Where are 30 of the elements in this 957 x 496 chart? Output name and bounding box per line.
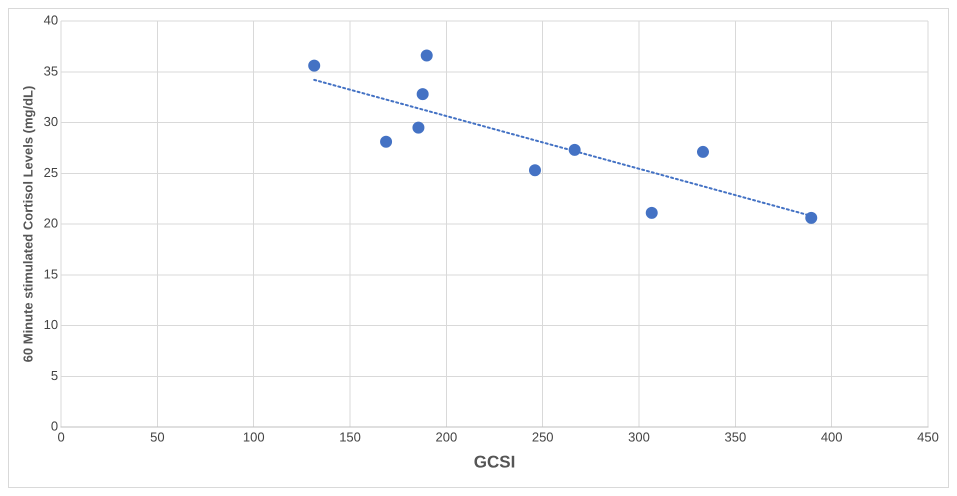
point [646,206,658,219]
x-tick-label: 100 [242,429,265,444]
x-tick-label: 50 [150,429,165,444]
point [308,60,320,72]
point [412,122,424,134]
point [380,136,392,148]
x-tick-label: 300 [628,429,650,444]
point [528,164,541,176]
x-tick-label: 450 [917,429,939,444]
y-tick-label: 15 [44,266,58,282]
y-tick-label: 20 [44,216,58,231]
y-tick-label: 5 [50,368,58,383]
y-tick-label: 25 [44,164,58,180]
x-tick-label: 250 [532,429,554,444]
point [416,88,429,100]
y-tick-label: 0 [50,418,58,434]
y-tick-label: 40 [44,12,58,28]
y-tick-label: 35 [44,63,58,78]
point [805,212,818,224]
point [696,146,709,158]
x-tick-label: 350 [724,429,746,444]
x-tick-label: 200 [436,429,458,444]
point [568,144,581,156]
x-tick-label: 400 [820,429,843,444]
x-axis-title: GCSI [474,452,516,472]
y-axis-title: 60 Minute stimulated Cortisol Levels (mg/dL) [20,86,36,362]
y-tick-label: 10 [44,317,58,332]
y-tick-label: 30 [44,114,58,130]
x-tick-label: 150 [339,429,361,444]
point [420,50,433,62]
